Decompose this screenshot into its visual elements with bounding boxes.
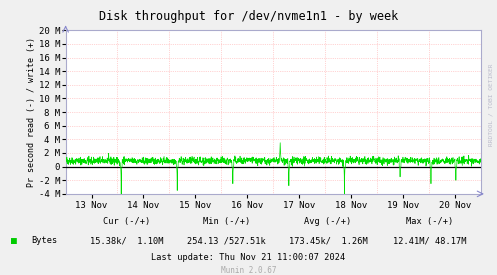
Text: 254.13 /527.51k: 254.13 /527.51k xyxy=(187,236,265,245)
Text: Last update: Thu Nov 21 11:00:07 2024: Last update: Thu Nov 21 11:00:07 2024 xyxy=(152,254,345,262)
Text: 15.38k/  1.10M: 15.38k/ 1.10M xyxy=(90,236,164,245)
Text: ■: ■ xyxy=(11,236,17,246)
Text: Cur (-/+): Cur (-/+) xyxy=(103,217,151,226)
Text: 12.41M/ 48.17M: 12.41M/ 48.17M xyxy=(393,236,467,245)
Text: Munin 2.0.67: Munin 2.0.67 xyxy=(221,266,276,274)
Text: Disk throughput for /dev/nvme1n1 - by week: Disk throughput for /dev/nvme1n1 - by we… xyxy=(99,10,398,23)
Text: Bytes: Bytes xyxy=(31,236,57,245)
Text: Max (-/+): Max (-/+) xyxy=(406,217,454,226)
Text: Avg (-/+): Avg (-/+) xyxy=(304,217,352,226)
Text: Min (-/+): Min (-/+) xyxy=(202,217,250,226)
Text: 173.45k/  1.26M: 173.45k/ 1.26M xyxy=(289,236,367,245)
Text: RRDTOOL / TOBI OETIKER: RRDTOOL / TOBI OETIKER xyxy=(489,63,494,146)
Y-axis label: Pr second read (-) / write (+): Pr second read (-) / write (+) xyxy=(27,37,36,187)
